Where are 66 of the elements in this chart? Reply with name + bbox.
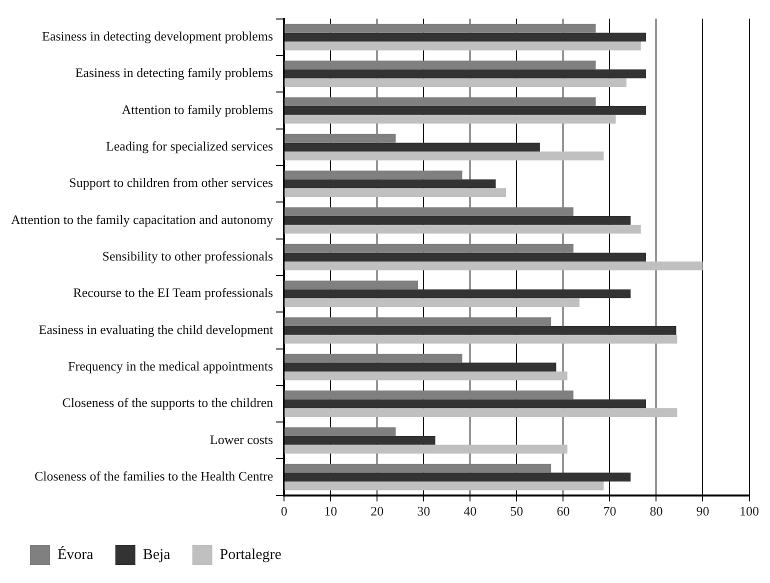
x-tick-label: 20 bbox=[370, 504, 384, 519]
y-tick-label: Easiness in evaluating the child development bbox=[38, 322, 274, 337]
bar bbox=[284, 334, 678, 344]
y-tick-label: Attention to family problems bbox=[122, 102, 274, 117]
bar bbox=[284, 444, 568, 454]
bar bbox=[284, 179, 496, 188]
bar bbox=[284, 427, 396, 436]
y-tick-label: Lower costs bbox=[210, 432, 274, 447]
bar bbox=[284, 371, 568, 380]
y-tick-label: Attention to the family capacitation and autonomy bbox=[10, 212, 274, 227]
bar bbox=[284, 106, 646, 115]
x-tick-label: 0 bbox=[280, 504, 288, 519]
bar bbox=[284, 390, 574, 400]
bar bbox=[284, 152, 604, 160]
bar bbox=[284, 244, 574, 253]
x-tick-label: 70 bbox=[603, 504, 616, 519]
bar bbox=[284, 362, 556, 372]
y-tick-label: Recourse to the EI Team professionals bbox=[73, 285, 274, 300]
bar bbox=[284, 207, 574, 216]
legend-label: Évora bbox=[58, 546, 94, 563]
bar bbox=[284, 42, 641, 50]
x-tick-label: 10 bbox=[324, 504, 338, 519]
bar bbox=[284, 289, 631, 298]
bar bbox=[284, 464, 552, 473]
x-tick-label: 100 bbox=[740, 504, 759, 519]
bar bbox=[284, 142, 540, 152]
bar bbox=[284, 472, 631, 482]
bar bbox=[284, 252, 646, 262]
y-tick-label: Sensibility to other professionals bbox=[102, 248, 274, 264]
bar bbox=[284, 317, 552, 326]
y-tick-label: Easiness in detecting family problems bbox=[75, 65, 274, 80]
y-tick-label: Support to children from other services bbox=[69, 175, 274, 190]
bar bbox=[284, 436, 436, 445]
bar bbox=[284, 408, 678, 417]
bar bbox=[284, 60, 596, 70]
bar bbox=[284, 399, 646, 408]
bar bbox=[284, 134, 396, 143]
bar bbox=[284, 224, 641, 234]
bar bbox=[284, 78, 626, 87]
x-tick-label: 90 bbox=[696, 504, 710, 519]
y-tick-label: Closeness of the families to the Health Centre bbox=[34, 468, 274, 484]
bar bbox=[284, 481, 604, 490]
x-tick-label: 60 bbox=[556, 504, 570, 519]
bar bbox=[284, 32, 646, 42]
bar bbox=[284, 69, 646, 78]
bar bbox=[284, 326, 676, 335]
bar bbox=[284, 24, 596, 33]
bar bbox=[284, 216, 631, 225]
y-tick-label: Frequency in the medical appointments bbox=[68, 358, 274, 374]
bar bbox=[284, 188, 506, 197]
bar bbox=[284, 354, 462, 363]
y-tick-label: Closeness of the supports to the children bbox=[62, 395, 274, 410]
legend-label: Beja bbox=[142, 546, 171, 563]
bar bbox=[284, 114, 616, 124]
bar bbox=[284, 280, 418, 290]
x-tick-label: 50 bbox=[510, 504, 524, 519]
bar bbox=[284, 262, 703, 270]
bar bbox=[284, 97, 596, 106]
bar bbox=[284, 170, 462, 180]
y-tick-label: Easiness in detecting development problems bbox=[42, 28, 274, 44]
bar bbox=[284, 298, 580, 307]
x-tick-label: 80 bbox=[650, 504, 663, 519]
legend-label: Portalegre bbox=[220, 546, 282, 563]
x-tick-label: 40 bbox=[464, 504, 477, 519]
x-tick-label: 30 bbox=[417, 504, 430, 519]
y-tick-label: Leading for specialized services bbox=[106, 138, 274, 154]
